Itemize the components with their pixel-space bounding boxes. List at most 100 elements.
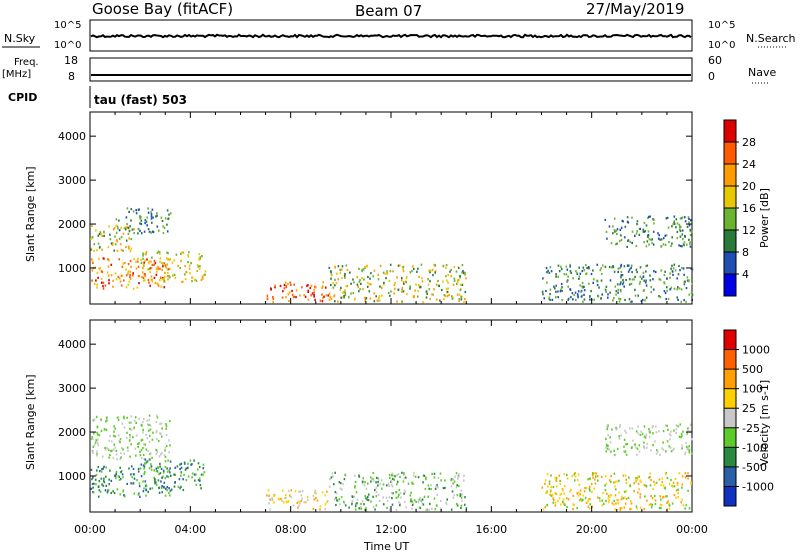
power-cell <box>332 286 335 289</box>
velocity-cell <box>559 482 562 486</box>
velocity-cell <box>301 497 303 500</box>
velocity-cell <box>135 434 138 437</box>
velocity-cell <box>119 441 121 444</box>
power-cell <box>688 238 690 241</box>
velocity-cell <box>129 455 131 458</box>
velocity-cell <box>169 467 171 470</box>
velocity-cell <box>646 446 648 449</box>
velocity-cell <box>463 503 466 506</box>
power-cell <box>266 294 269 297</box>
velocity-cell <box>170 488 173 491</box>
power-cell <box>620 238 623 241</box>
power-cell <box>436 298 438 301</box>
velocity-cell <box>163 481 166 484</box>
velocity-cell <box>579 499 581 502</box>
velocity-cell <box>407 482 410 485</box>
power-cell <box>188 264 191 267</box>
power-cell <box>145 220 148 223</box>
power-cell <box>128 210 130 213</box>
velocity-cell <box>431 507 433 510</box>
velocity-cell <box>202 473 204 476</box>
power-cell <box>557 296 559 299</box>
power-cell <box>688 279 690 282</box>
velocity-cell <box>148 467 151 470</box>
velocity-cell <box>113 430 115 433</box>
velocity-cell <box>572 503 574 506</box>
power-cell <box>679 217 682 220</box>
velocity-cell <box>664 424 667 427</box>
power-cell <box>593 278 595 281</box>
power-cell <box>673 263 676 266</box>
velocity-cell <box>436 504 438 507</box>
power-cell <box>546 281 548 284</box>
power-cell <box>451 297 454 300</box>
velocity-cell <box>452 482 454 485</box>
velocity-cell <box>305 501 307 504</box>
velocity-cell <box>200 473 203 476</box>
power-cell <box>394 287 396 290</box>
power-cell <box>146 224 148 227</box>
velocity-cell <box>298 490 300 493</box>
power-cell <box>691 268 694 271</box>
power-cell <box>90 237 92 241</box>
velocity-cell <box>563 492 565 495</box>
velocity-cell <box>623 490 626 493</box>
power-cell <box>360 282 362 285</box>
power-cell <box>97 242 100 245</box>
power-cell <box>110 274 113 277</box>
power-cell <box>570 296 572 299</box>
power-cell <box>660 269 663 272</box>
power-cell <box>346 268 349 271</box>
velocity-cell <box>687 489 689 492</box>
velocity-cell <box>456 494 459 497</box>
velocity-cell <box>122 448 124 451</box>
nave-tick-bottom: 0 <box>708 70 715 83</box>
power-cell <box>460 295 462 298</box>
power-cell <box>386 270 388 273</box>
velocity-cell <box>614 494 617 497</box>
velocity-cell <box>592 476 594 479</box>
power-cell <box>91 258 93 261</box>
power-cell <box>617 291 619 294</box>
velocity-cell <box>149 487 151 490</box>
power-cell <box>301 286 303 289</box>
power-cell <box>678 244 680 247</box>
power-cell <box>461 271 463 274</box>
velocity-cell <box>445 501 447 504</box>
power-cell <box>680 225 682 228</box>
power-cell <box>634 234 636 237</box>
power-cell <box>168 275 170 278</box>
power-cell <box>560 282 563 286</box>
velocity-cell <box>400 496 402 499</box>
velocity-cell <box>566 506 568 509</box>
power-cell <box>204 270 207 273</box>
velocity-cell <box>358 474 360 477</box>
power-cell <box>133 258 135 261</box>
velocity-cell <box>194 479 196 482</box>
power-cell <box>129 277 132 280</box>
power-cell <box>313 291 315 294</box>
velocity-cell <box>681 444 684 447</box>
velocity-cell <box>179 463 181 466</box>
power-cell <box>339 271 342 274</box>
power-cell <box>571 292 574 295</box>
velocity-cell <box>178 478 181 481</box>
power-cell <box>155 215 157 218</box>
power-cell <box>293 283 295 286</box>
velocity-cell <box>117 475 120 478</box>
power-cell <box>453 277 456 280</box>
velocity-cell <box>569 490 571 493</box>
power-cell <box>307 284 309 287</box>
velocity-cell <box>562 502 565 505</box>
power-cell <box>319 299 322 302</box>
velocity-cell <box>420 498 422 501</box>
velocity-cell <box>180 474 182 477</box>
power-cell <box>628 278 631 281</box>
power-cell <box>195 279 198 282</box>
velocity-cell <box>130 443 132 446</box>
power-cell <box>615 229 617 232</box>
power-cell <box>425 290 428 293</box>
power-cell <box>149 271 152 274</box>
power-cell <box>173 273 176 276</box>
